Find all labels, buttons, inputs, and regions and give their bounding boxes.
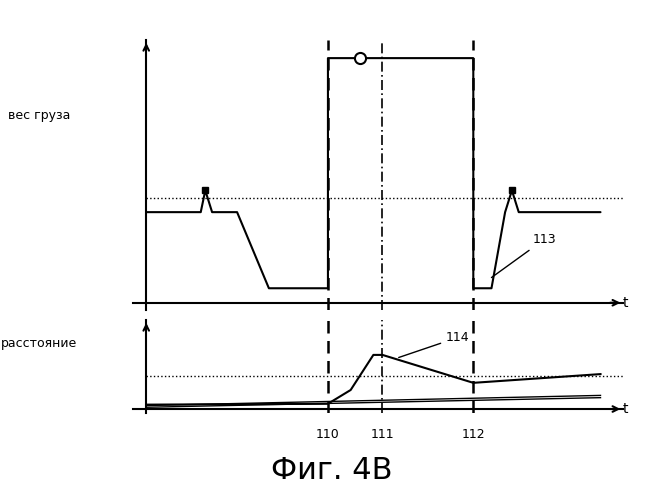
Text: t: t <box>623 402 628 416</box>
Text: 112: 112 <box>461 428 485 440</box>
Text: t: t <box>623 296 628 310</box>
Text: 111: 111 <box>371 428 394 440</box>
Text: вес груза: вес груза <box>8 109 70 122</box>
Text: 114: 114 <box>398 331 469 357</box>
Text: расстояние: расстояние <box>1 336 78 349</box>
Text: 113: 113 <box>491 233 556 278</box>
Text: Фиг. 4В: Фиг. 4В <box>271 456 392 485</box>
Text: 110: 110 <box>316 428 340 440</box>
